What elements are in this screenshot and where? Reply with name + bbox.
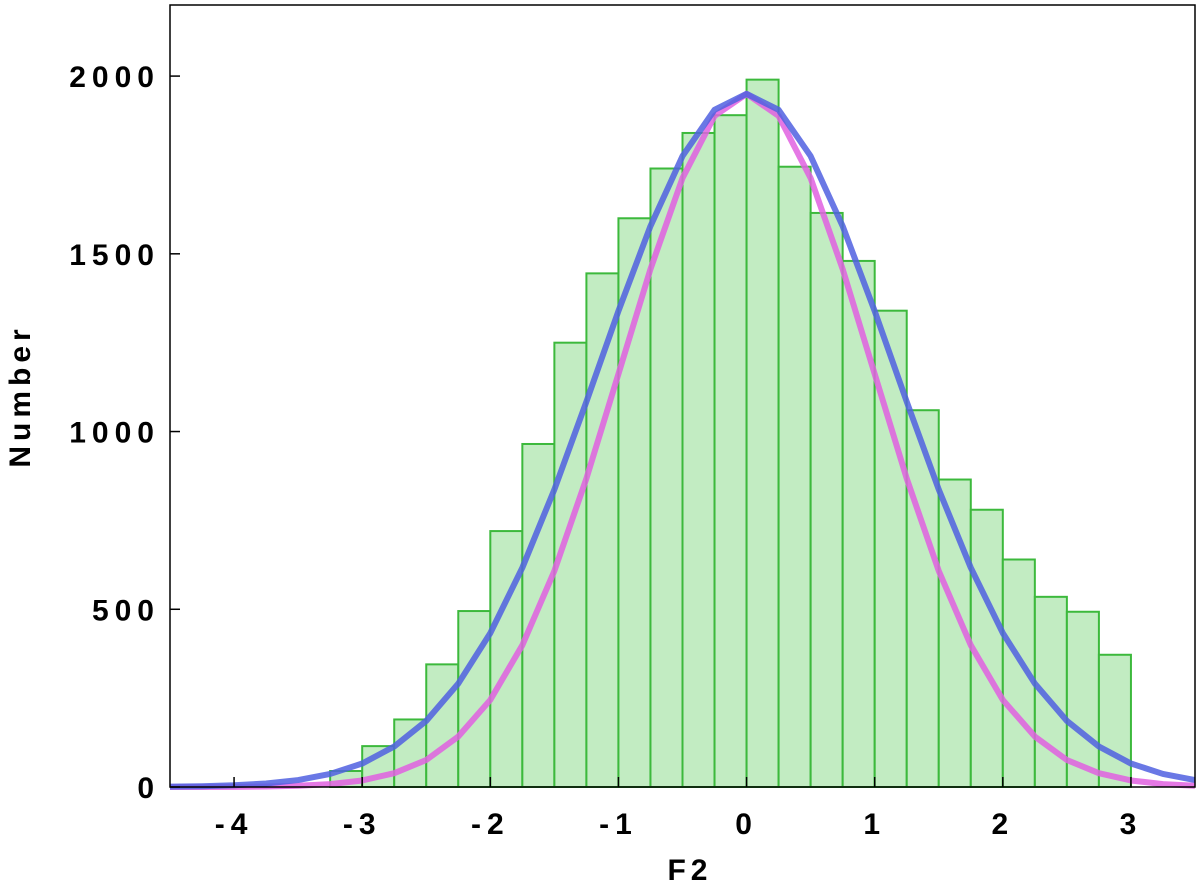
y-tick-label: 1000 [69, 417, 160, 450]
histogram-bar [777, 165, 812, 788]
x-tick-label: -4 [215, 808, 254, 841]
x-axis-label: F2 [667, 854, 712, 887]
histogram-bar [809, 211, 844, 788]
y-axis-label: Number [4, 324, 37, 467]
histogram-bar [745, 78, 780, 789]
histogram-bar [1097, 653, 1132, 789]
histogram-bar [841, 259, 876, 789]
x-tick-label: -2 [471, 808, 510, 841]
x-tick-label: -3 [343, 808, 382, 841]
x-tick-label: 2 [991, 808, 1014, 841]
histogram-bar [905, 409, 940, 788]
histogram-bar [425, 663, 460, 788]
fit-curve [169, 90, 1196, 790]
histogram-bar [681, 131, 716, 789]
y-tick-label: 500 [92, 594, 160, 627]
y-tick-label: 1500 [69, 239, 160, 272]
y-tick-label: 2000 [69, 61, 160, 94]
histogram-bar [649, 167, 684, 788]
histogram-bar [393, 718, 428, 788]
histogram-bar [713, 114, 748, 788]
x-tick-label: 3 [1120, 808, 1143, 841]
y-tick-label: 0 [137, 772, 160, 805]
x-tick-label: -1 [599, 808, 638, 841]
fit-curve [169, 90, 1196, 790]
plot-frame [169, 4, 1196, 788]
x-tick-label: 0 [735, 808, 758, 841]
histogram-bar [1065, 610, 1100, 789]
x-tick-label: 1 [863, 808, 886, 841]
